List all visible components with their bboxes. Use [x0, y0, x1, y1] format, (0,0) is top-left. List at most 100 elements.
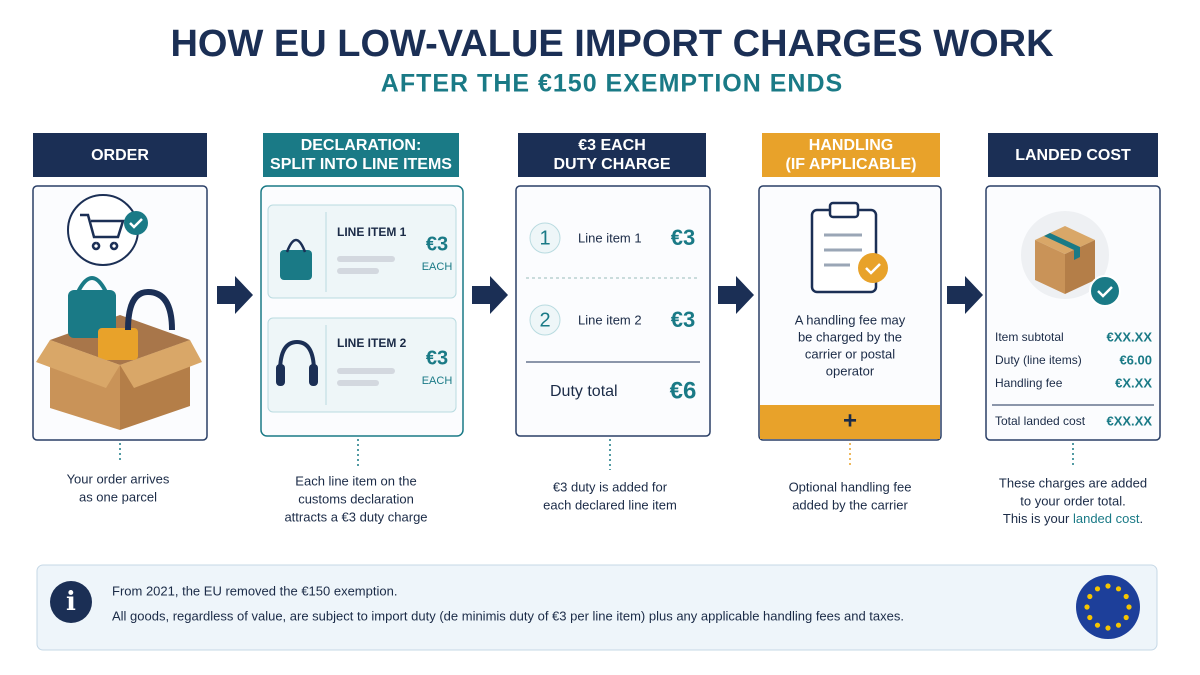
- clipboard-lines: [824, 233, 862, 267]
- wallet: [98, 328, 138, 360]
- heading-box: [518, 133, 706, 177]
- plus-symbol: +: [843, 407, 857, 434]
- total-label: Duty total: [550, 383, 618, 400]
- check: [865, 263, 881, 275]
- item-label: LINE ITEM 1: [337, 225, 407, 239]
- handling-text: A handling fee may: [795, 312, 906, 327]
- star: [1087, 593, 1093, 600]
- item-amount: €3: [426, 233, 448, 255]
- caption: to your order total.: [1020, 493, 1126, 508]
- handling-bar: [760, 405, 940, 439]
- arrow: [947, 276, 983, 314]
- handling-text: operator: [826, 363, 875, 378]
- placeholder: [337, 268, 379, 274]
- placeholder: [337, 380, 379, 386]
- heading: LANDED COST: [1015, 147, 1131, 164]
- caption: These charges are added: [999, 475, 1147, 490]
- eu-stars: [1084, 583, 1132, 631]
- total-amount: €6: [670, 377, 697, 404]
- item-amount: €3: [426, 347, 448, 369]
- handling-text: be charged by the: [798, 329, 902, 344]
- caption: added by the carrier: [792, 497, 908, 512]
- caption: This is your landed cost.: [1003, 511, 1143, 526]
- card: [515, 185, 711, 437]
- row-amount: €3: [671, 307, 695, 332]
- headphones-icon: [278, 339, 316, 373]
- bag-icon: [280, 250, 312, 280]
- note-box: [36, 564, 1158, 651]
- line-items: LINE ITEM 1 €3 EACH LINE ITEM 2 €3 EACH: [267, 204, 457, 413]
- caption: Optional handling fee: [789, 479, 912, 494]
- bag-handle: [285, 238, 307, 253]
- title: HOW EU LOW-VALUE IMPORT CHARGES WORK: [170, 23, 1054, 65]
- arrow: [472, 276, 508, 314]
- eu-flag: [1076, 575, 1140, 639]
- star: [1105, 625, 1111, 631]
- row-number: 1: [539, 227, 550, 249]
- row-number: 2: [539, 309, 550, 331]
- heading: SPLIT INTO LINE ITEMS: [270, 156, 452, 173]
- check-badge: [124, 211, 148, 235]
- info-icon: [50, 581, 92, 623]
- parcel-tape: [1044, 233, 1080, 260]
- cost-amount: €XX.XX: [1106, 329, 1152, 344]
- star: [1115, 622, 1122, 628]
- bag: [68, 290, 116, 338]
- heading-box: [263, 133, 459, 177]
- parcel-left: [1035, 240, 1065, 294]
- heading: HANDLING: [809, 137, 893, 154]
- number-badge: [529, 222, 561, 254]
- check: [129, 218, 143, 229]
- cost-label: Duty (line items): [995, 353, 1082, 367]
- note-line: From 2021, the EU removed the €150 exemp…: [112, 583, 397, 598]
- placeholder: [337, 256, 395, 262]
- parcel-right: [1065, 240, 1095, 294]
- caption: Each line item on the: [295, 473, 416, 488]
- earcup: [309, 364, 318, 386]
- star: [1123, 614, 1129, 621]
- caption-highlight: landed cost: [1073, 511, 1140, 526]
- heading-box: [33, 133, 207, 177]
- number-badge: [529, 304, 561, 336]
- cart: [80, 213, 125, 251]
- placeholder: [337, 368, 395, 374]
- heading-box: [988, 133, 1158, 177]
- star: [1087, 614, 1093, 621]
- star: [1094, 622, 1101, 628]
- arrow: [718, 276, 754, 314]
- total-label: Total landed cost: [995, 414, 1086, 428]
- item-card: [267, 204, 457, 299]
- item-unit: EACH: [422, 261, 453, 273]
- note-line: All goods, regardless of value, are subj…: [112, 608, 904, 623]
- caption: customs declaration: [298, 491, 414, 506]
- star: [1084, 604, 1090, 610]
- heading: DECLARATION:: [301, 137, 422, 154]
- arrows: [217, 276, 983, 314]
- bag-handle: [76, 276, 108, 293]
- info-symbol: i: [66, 587, 76, 617]
- heading: ORDER: [91, 147, 149, 164]
- heading: €3 EACH: [578, 137, 646, 154]
- row-label: Line item 2: [578, 312, 642, 327]
- headphones: [125, 288, 175, 331]
- cost-label: Item subtotal: [995, 330, 1064, 344]
- box-flaps: [36, 340, 202, 388]
- row-label: Line item 1: [578, 230, 642, 245]
- card: [758, 185, 942, 441]
- caption: attracts a €3 duty charge: [284, 509, 427, 524]
- cost-amount: €X.XX: [1115, 375, 1152, 390]
- caption: each declared line item: [543, 497, 677, 512]
- star: [1123, 593, 1129, 600]
- clip: [828, 201, 860, 219]
- star: [1115, 586, 1122, 592]
- check: [1097, 286, 1113, 298]
- caption: Your order arrives: [67, 471, 170, 486]
- caption: €3 duty is added for: [553, 479, 668, 494]
- caption-part: This is your: [1003, 511, 1073, 526]
- star: [1094, 586, 1101, 592]
- star: [1105, 583, 1111, 589]
- connectors: [119, 439, 1074, 470]
- cost-amount: €6.00: [1119, 352, 1152, 367]
